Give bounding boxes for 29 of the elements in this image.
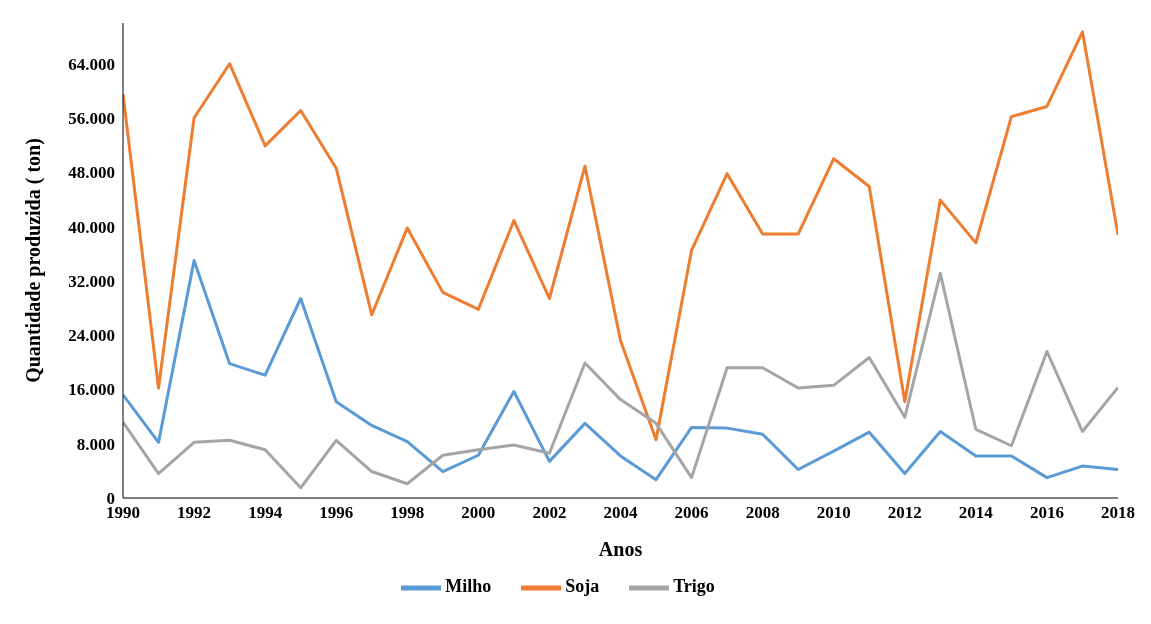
y-tick-label: 32.000 — [68, 271, 115, 291]
x-tick-label: 1996 — [319, 503, 354, 523]
y-tick-label: 16.000 — [68, 380, 115, 400]
y-tick-label: 64.000 — [68, 54, 115, 74]
y-axis-title: Quantidade produzida ( ton) — [22, 138, 46, 383]
x-tick-label: 2006 — [674, 503, 709, 523]
x-tick-label: 2012 — [887, 503, 922, 523]
x-tick-label: 1998 — [390, 503, 425, 523]
x-tick-label: 2010 — [816, 503, 851, 523]
x-tick-label: 1992 — [177, 503, 212, 523]
y-tick-label: 8.000 — [76, 434, 115, 454]
y-tick-label: 40.000 — [68, 217, 115, 237]
legend-label: Trigo — [673, 576, 715, 597]
x-axis-title: Anos — [598, 538, 643, 560]
y-tick-label: 56.000 — [68, 109, 115, 129]
line-series — [123, 30, 1118, 442]
x-tick-label: 2000 — [461, 503, 496, 523]
x-tick-label: 2002 — [532, 503, 567, 523]
x-tick-label: 2016 — [1029, 503, 1064, 523]
x-tick-label: 2014 — [958, 503, 994, 523]
x-tick-label: 2008 — [745, 503, 780, 523]
y-tick-label: 48.000 — [68, 163, 115, 183]
x-tick-label: 1994 — [248, 503, 283, 523]
x-tick-label: 2018 — [1101, 503, 1135, 523]
y-tick-label: 24.000 — [68, 326, 115, 346]
legend-label: Soja — [565, 576, 600, 597]
x-tick-label: 1990 — [106, 503, 140, 523]
legend-label: Milho — [445, 576, 492, 597]
x-tick-label: 2004 — [603, 503, 638, 523]
